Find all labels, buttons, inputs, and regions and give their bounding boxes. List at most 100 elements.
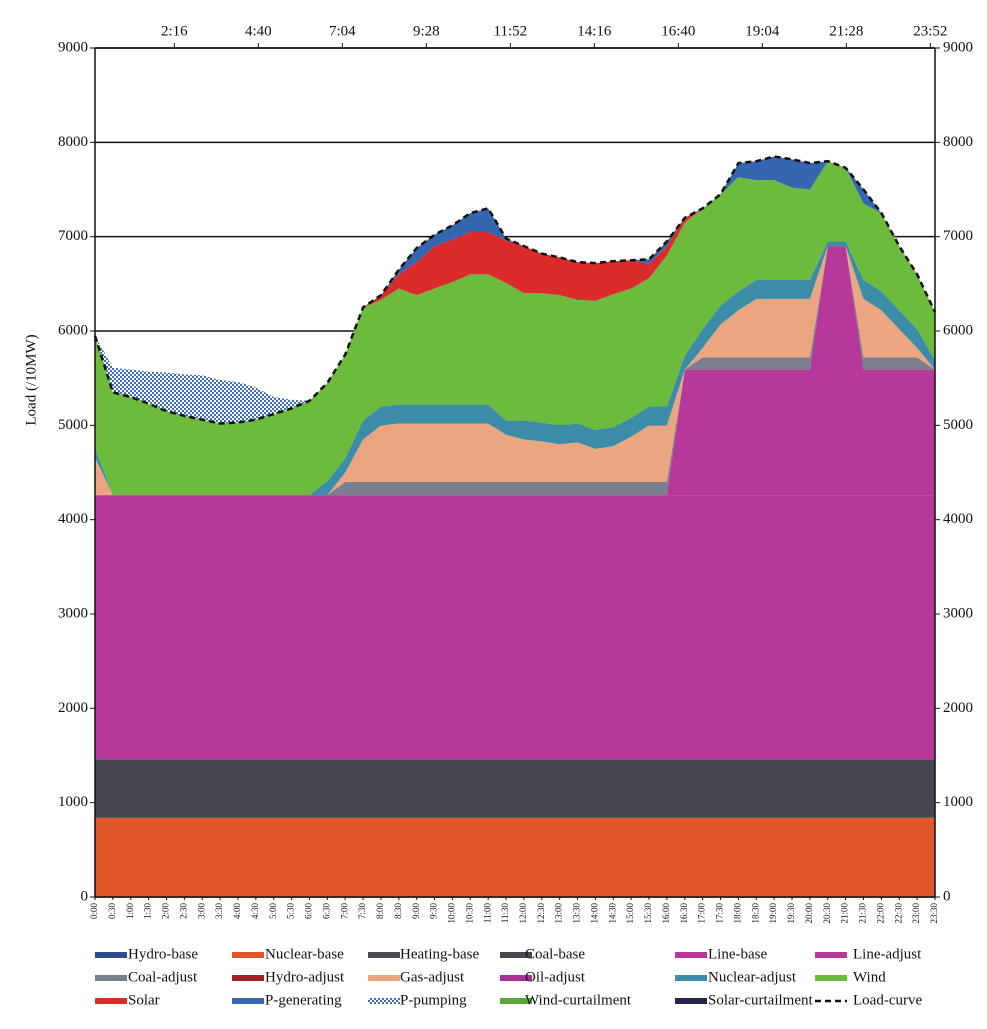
x-tick-label: 5:30 (286, 903, 296, 920)
y2-tick-label: 7000 (943, 228, 973, 244)
legend-swatch (368, 998, 400, 1004)
x2-tick-label: 7:04 (329, 23, 356, 39)
y2-tick-label: 1000 (943, 794, 973, 810)
x-tick-label: 8:00 (375, 903, 385, 920)
x-tick-label: 23:30 (929, 903, 939, 924)
x-tick-label: 0:30 (107, 903, 117, 920)
x2-tick-label: 2:16 (161, 23, 188, 39)
x-tick-label: 3:30 (214, 903, 224, 920)
x2-tick-label: 21:28 (829, 23, 863, 39)
legend-label: Line-adjust (853, 946, 922, 962)
x2-tick-label: 4:40 (245, 23, 272, 39)
area (95, 759, 935, 818)
x-tick-label: 10:00 (447, 903, 457, 924)
x-tick-label: 7:00 (339, 903, 349, 920)
x-tick-label: 6:30 (321, 903, 331, 920)
x2-tick-label: 19:04 (745, 23, 780, 39)
legend-label: Oil-adjust (525, 969, 586, 985)
x-tick-label: 12:00 (518, 903, 528, 924)
legend-swatch (232, 952, 264, 958)
x-tick-label: 17:00 (697, 903, 707, 924)
y2-tick-label: 3000 (943, 605, 973, 621)
y2-tick-label: 8000 (943, 134, 973, 150)
x-tick-label: 1:30 (143, 903, 153, 920)
legend-swatch (368, 975, 400, 981)
area (95, 495, 935, 760)
x2-tick-label: 14:16 (577, 23, 612, 39)
area (95, 241, 935, 496)
legend-label: Coal-adjust (128, 969, 198, 985)
x-tick-label: 20:30 (822, 903, 832, 924)
y2-tick-label: 0 (943, 888, 951, 904)
x-tick-label: 12:30 (536, 903, 546, 924)
x-tick-label: 21:30 (858, 903, 868, 924)
x-tick-label: 2:00 (161, 903, 171, 920)
legend-label: Hydro-adjust (265, 969, 345, 985)
x2-tick-label: 16:40 (661, 23, 695, 39)
legend-label: Coal-base (525, 946, 585, 962)
y-tick-label: 6000 (58, 322, 88, 338)
legend-swatch (675, 975, 707, 981)
x-tick-label: 16:00 (661, 903, 671, 924)
x-tick-label: 17:30 (715, 903, 725, 924)
y-tick-label: 3000 (58, 605, 88, 621)
x-tick-label: 5:00 (268, 903, 278, 920)
legend-label: Line-base (708, 946, 767, 962)
x-tick-label: 18:30 (750, 903, 760, 924)
legend-swatch (95, 998, 127, 1004)
y-tick-label: 8000 (58, 134, 88, 150)
x-tick-label: 9:30 (429, 903, 439, 920)
x-tick-label: 4:00 (232, 903, 242, 920)
y-tick-label: 0 (81, 888, 89, 904)
x-tick-label: 22:00 (875, 903, 885, 924)
x-tick-label: 21:00 (840, 903, 850, 924)
legend-swatch (232, 998, 264, 1004)
legend-swatch (500, 952, 532, 958)
x2-tick-label: 23:52 (913, 23, 947, 39)
x-tick-label: 6:00 (304, 903, 314, 920)
x-tick-label: 9:00 (411, 903, 421, 920)
x-tick-label: 1:00 (125, 903, 135, 920)
legend-swatch (815, 952, 847, 958)
y-tick-label: 7000 (58, 228, 88, 244)
x-tick-label: 11:30 (500, 903, 510, 924)
area (95, 156, 935, 424)
legend-label: P-pumping (400, 992, 467, 1008)
legend-label: Solar-curtailment (708, 992, 813, 1008)
x-tick-label: 8:30 (393, 903, 403, 920)
legend-label: P-generating (265, 992, 342, 1008)
x-tick-label: 13:30 (572, 903, 582, 924)
legend-label: Nuclear-base (265, 946, 344, 962)
legend-label: Wind (853, 969, 886, 985)
legend-label: Hydro-base (128, 946, 198, 962)
area (95, 817, 935, 897)
y-axis-label: Load (/10MW) (23, 334, 39, 425)
legend-swatch (500, 998, 532, 1004)
x2-tick-label: 11:52 (494, 23, 528, 39)
load-line (93, 155, 937, 425)
x-tick-label: 4:30 (250, 903, 260, 920)
legend-swatch (675, 952, 707, 958)
y-tick-label: 1000 (58, 794, 88, 810)
x-tick-label: 0:00 (89, 903, 99, 920)
area (95, 161, 935, 496)
x-tick-label: 22:30 (893, 903, 903, 924)
x-tick-label: 14:00 (589, 903, 599, 924)
legend-label: Wind-curtailment (525, 992, 632, 1008)
x-tick-label: 23:00 (911, 903, 921, 924)
x-tick-label: 19:00 (768, 903, 778, 924)
y-tick-label: 9000 (58, 39, 88, 55)
y2-tick-label: 2000 (943, 700, 973, 716)
y-tick-label: 4000 (58, 511, 88, 527)
x-tick-label: 18:00 (732, 903, 742, 924)
x-tick-label: 3:00 (196, 903, 206, 920)
legend-label: Load-curve (853, 992, 922, 1008)
legend-label: Nuclear-adjust (708, 969, 797, 985)
x-tick-label: 19:30 (786, 903, 796, 924)
y2-tick-label: 4000 (943, 511, 973, 527)
legend-swatch (815, 975, 847, 981)
legend-label: Gas-adjust (400, 969, 465, 985)
x-tick-label: 13:00 (554, 903, 564, 924)
x-tick-label: 10:30 (464, 903, 474, 924)
